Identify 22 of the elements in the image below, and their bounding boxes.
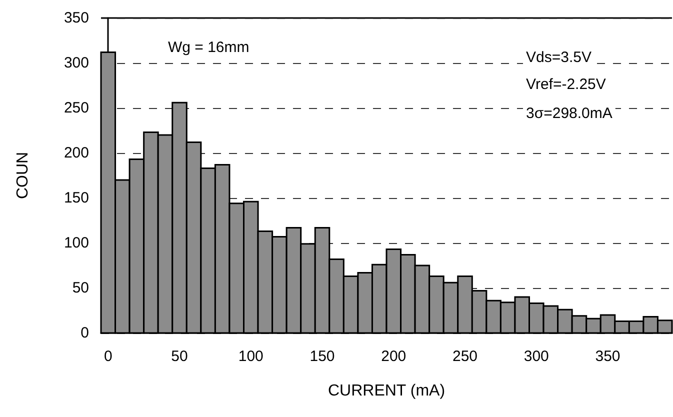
x-tick-label: 100: [238, 348, 264, 365]
x-tick-label: 0: [104, 348, 112, 365]
y-tick-label: 100: [64, 234, 89, 252]
y-tick-label: 150: [64, 190, 89, 206]
x-tick-label: 50: [171, 348, 188, 365]
annotation: Vref=-2.25V: [526, 76, 606, 93]
x-tick-label: 200: [381, 348, 406, 365]
x-tick-label: 250: [452, 348, 478, 365]
y-tick-label: 200: [64, 144, 89, 162]
y-tick-label: 250: [64, 100, 89, 116]
x-tick-label: 350: [595, 348, 620, 365]
y-axis-title: COUN: [14, 152, 32, 200]
y-tick-label: 50: [72, 280, 89, 296]
x-axis-title: CURRENT (mA): [328, 382, 446, 400]
x-tick-label: 300: [524, 348, 549, 365]
annotation: Wg = 16mm: [168, 39, 250, 56]
annotation: Vds=3.5V: [526, 49, 592, 66]
y-tick-label: 350: [64, 10, 89, 26]
y-tick-label: 300: [64, 54, 89, 72]
y-tick-label: 0: [80, 324, 89, 342]
annotation: 3σ=298.0mA: [526, 105, 612, 122]
x-tick-label: 150: [310, 348, 335, 365]
